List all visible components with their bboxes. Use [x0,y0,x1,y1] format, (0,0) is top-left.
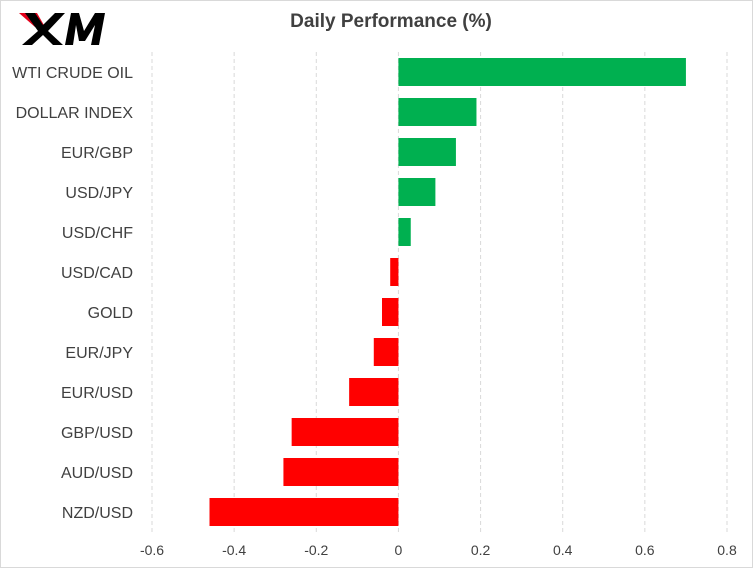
bar [291,418,399,446]
chart-title: Daily Performance (%) [290,11,492,32]
bar [398,138,456,166]
bar [373,338,399,366]
bar [398,58,686,86]
category-label: EUR/JPY [65,345,133,362]
x-tick-label: -0.2 [304,542,328,558]
category-label: NZD/USD [62,505,133,522]
x-tick-label: 0.4 [553,542,573,558]
category-label: AUD/USD [61,465,133,482]
bar [398,98,477,126]
x-tick-label: 0 [395,542,403,558]
category-label: EUR/USD [61,385,133,402]
x-tick-label: -0.6 [140,542,164,558]
x-tick-label: 0.8 [717,542,737,558]
x-tick-label: 0.2 [471,542,491,558]
x-tick-label: -0.4 [222,542,246,558]
category-label: EUR/GBP [61,145,133,162]
bar [209,498,399,526]
bar [283,458,399,486]
category-label: USD/CAD [61,265,133,282]
category-label: GOLD [88,305,133,322]
x-tick-label: 0.6 [635,542,655,558]
xm-logo [19,13,105,45]
bar [390,258,399,286]
bar [382,298,399,326]
bar-layer [209,58,686,526]
bar [398,218,411,246]
bar [398,178,436,206]
category-label: WTI CRUDE OIL [12,65,133,82]
category-label: DOLLAR INDEX [16,105,134,122]
logo-x-shape [22,13,65,45]
tick-label-layer: -0.6 -0.4 -0.2 0 0.2 0.4 0.6 0.8 [140,542,737,558]
category-label-layer: WTI CRUDE OIL DOLLAR INDEX EUR/GBP USD/JPY U… [12,65,133,522]
category-label: GBP/USD [61,425,133,442]
logo-m-shape [65,13,105,45]
category-label: USD/CHF [62,225,133,242]
category-label: USD/JPY [65,185,133,202]
bar [349,378,399,406]
grid-layer [151,52,728,532]
